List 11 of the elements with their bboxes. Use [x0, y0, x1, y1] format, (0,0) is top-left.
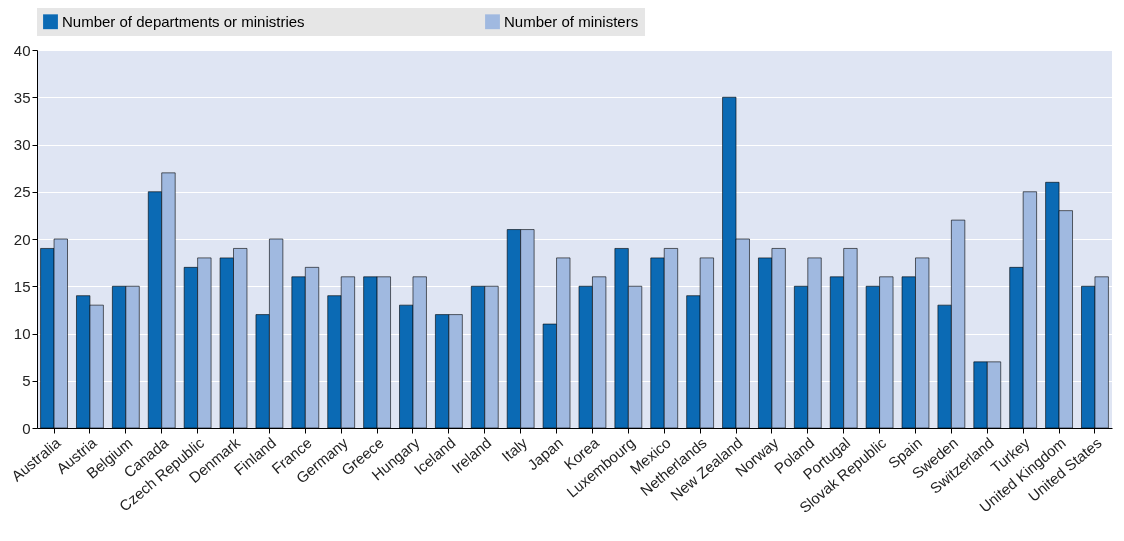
y-tick-label: 10: [13, 325, 31, 342]
y-tick-label: 35: [13, 88, 31, 106]
legend-label: Number of departments or ministries: [62, 12, 305, 30]
y-tick-label: 30: [13, 136, 31, 153]
y-tick-label: 25: [13, 183, 31, 201]
y-tick-label: 40: [13, 41, 31, 59]
y-tick-label: 20: [13, 230, 31, 248]
y-tick-label: 0: [22, 419, 31, 437]
y-tick-label: 15: [13, 277, 31, 295]
legend-label: Number of ministers: [504, 12, 639, 30]
y-tick-label: 5: [22, 372, 31, 390]
